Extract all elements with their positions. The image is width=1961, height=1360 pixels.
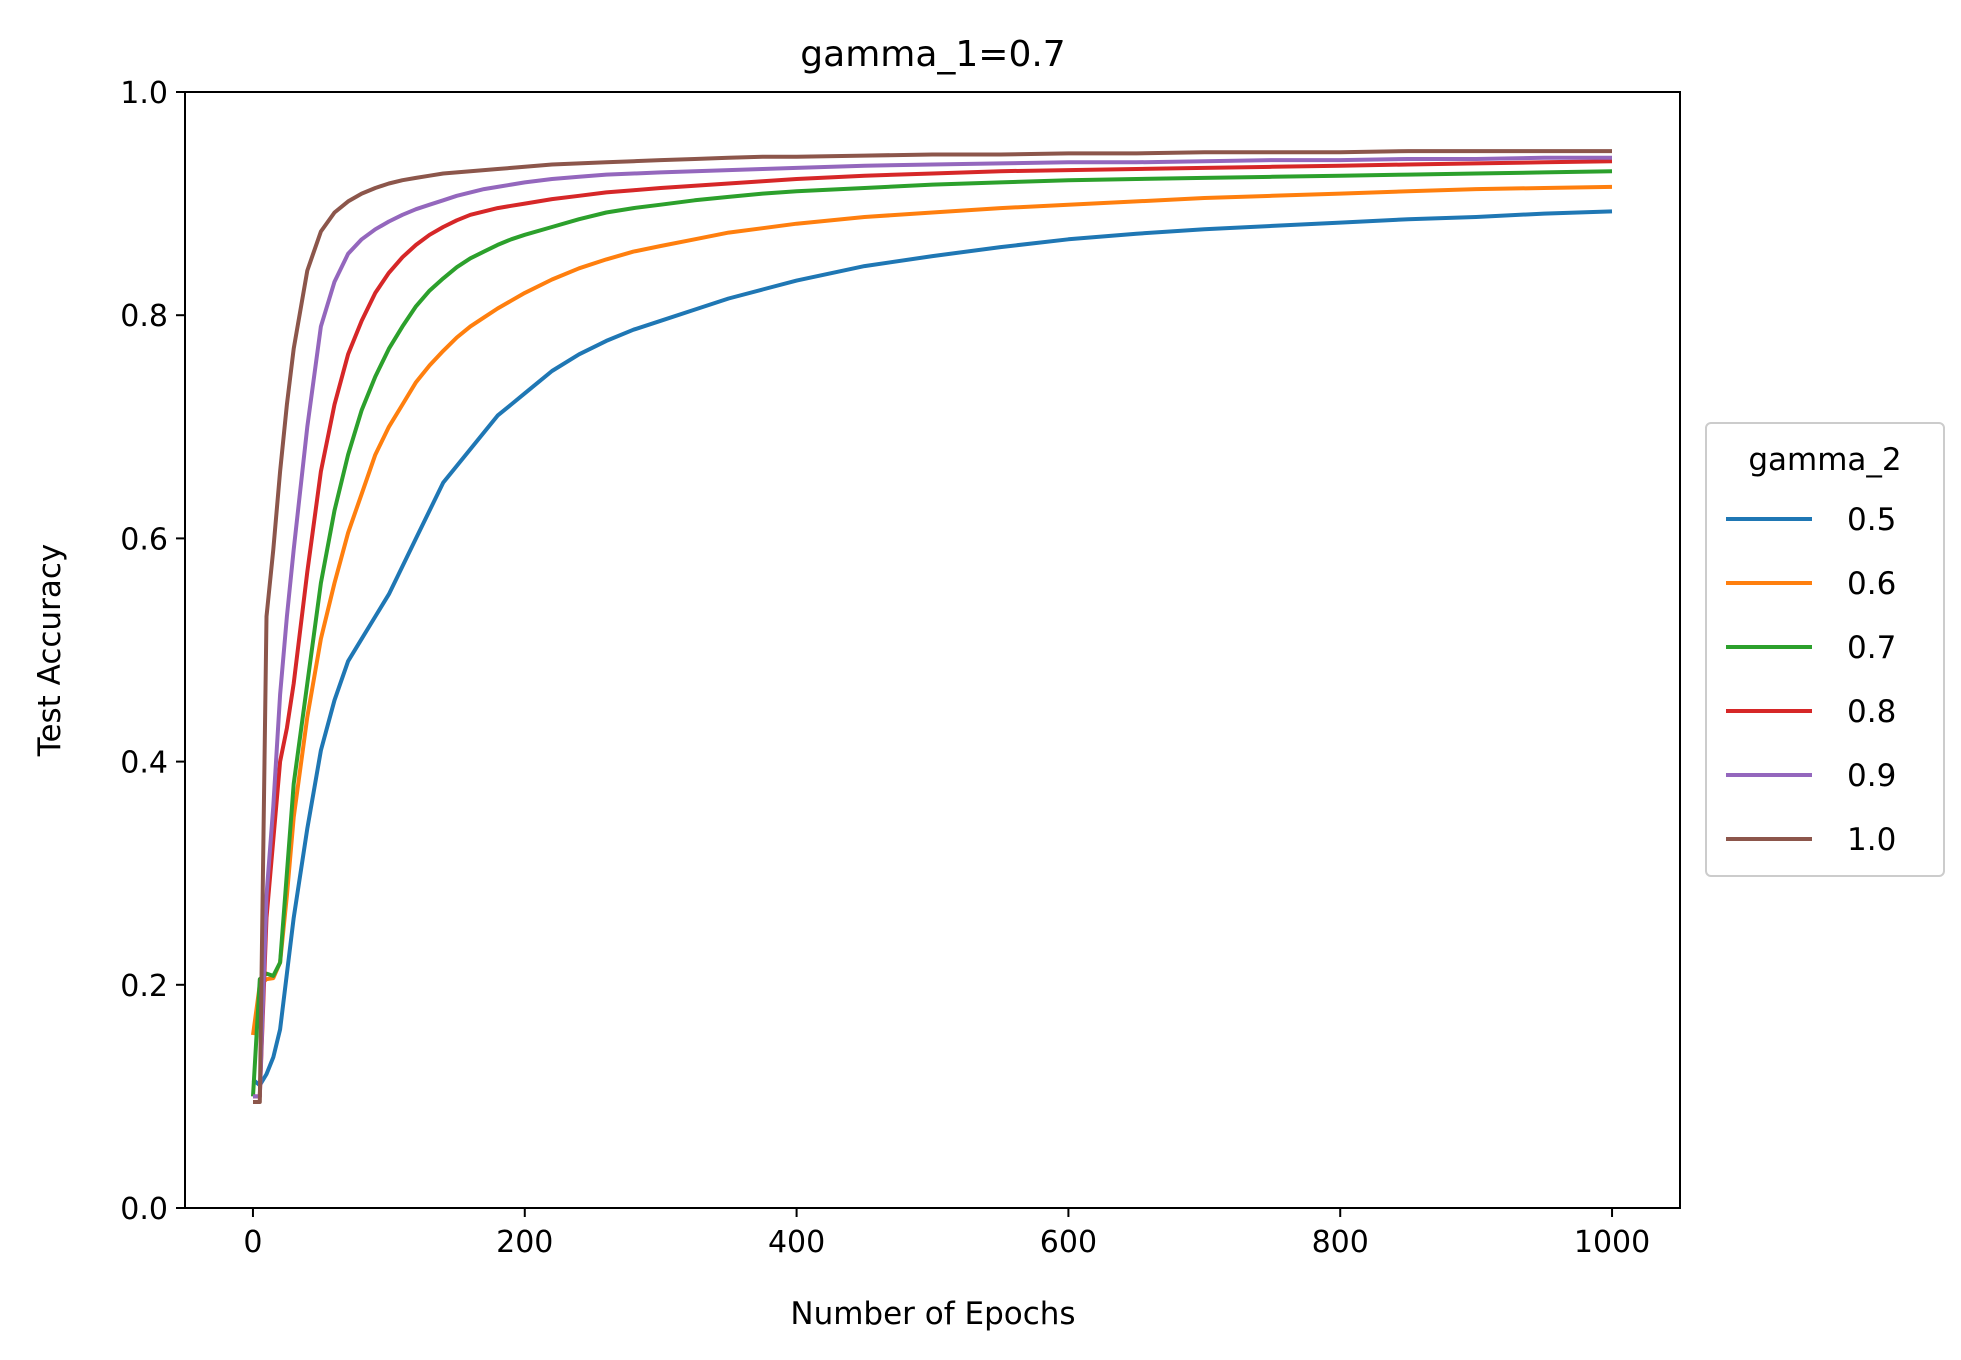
x-tick-label: 0 [243,1225,262,1260]
y-tick-label: 1.0 [120,76,168,111]
series-layer [251,149,1613,1104]
series-line-0 [251,209,1613,1088]
x-tick-label: 200 [496,1225,553,1260]
legend-frame [1705,422,1945,877]
legend-label: 1.0 [1847,822,1896,858]
legend-label: 0.8 [1847,694,1896,730]
series-line-4 [253,155,1612,1099]
legend-label: 0.7 [1847,630,1896,666]
series-line-2 [251,169,1613,1097]
y-tick-label: 0.0 [120,1192,168,1227]
y-tick-label: 0.2 [120,969,168,1004]
y-axis: 0.0 0.2 0.4 0.6 0.8 1.0 [120,76,185,1227]
legend-label: 0.9 [1847,758,1896,794]
chart-title: gamma_1=0.7 [800,34,1065,75]
x-tick-label: 1000 [1574,1225,1650,1260]
legend-label: 0.6 [1847,566,1896,602]
x-tick-label: 800 [1312,1225,1369,1260]
legend-label: 0.5 [1847,502,1896,538]
x-tick-label: 400 [768,1225,825,1260]
x-tick-label: 600 [1040,1225,1097,1260]
plot-frame [184,91,1681,1209]
y-tick-label: 0.6 [120,522,168,557]
x-axis-label: Number of Epochs [790,1296,1075,1332]
y-tick-label: 0.4 [120,746,168,781]
legend-title: gamma_2 [1748,442,1901,478]
series-line-1 [251,184,1613,1036]
series-line-5 [253,149,1612,1104]
y-axis-label: Test Accuracy [32,544,68,757]
y-tick-label: 0.8 [120,299,168,334]
series-line-3 [253,159,1613,1099]
legend: gamma_2 0.5 0.6 0.7 0.8 0.9 1.0 [1705,422,1945,877]
x-axis: 0 200 400 600 800 1000 [243,1208,1650,1260]
plot-area [184,91,1681,1209]
legend-items: 0.5 0.6 0.7 0.8 0.9 1.0 [1726,502,1896,858]
